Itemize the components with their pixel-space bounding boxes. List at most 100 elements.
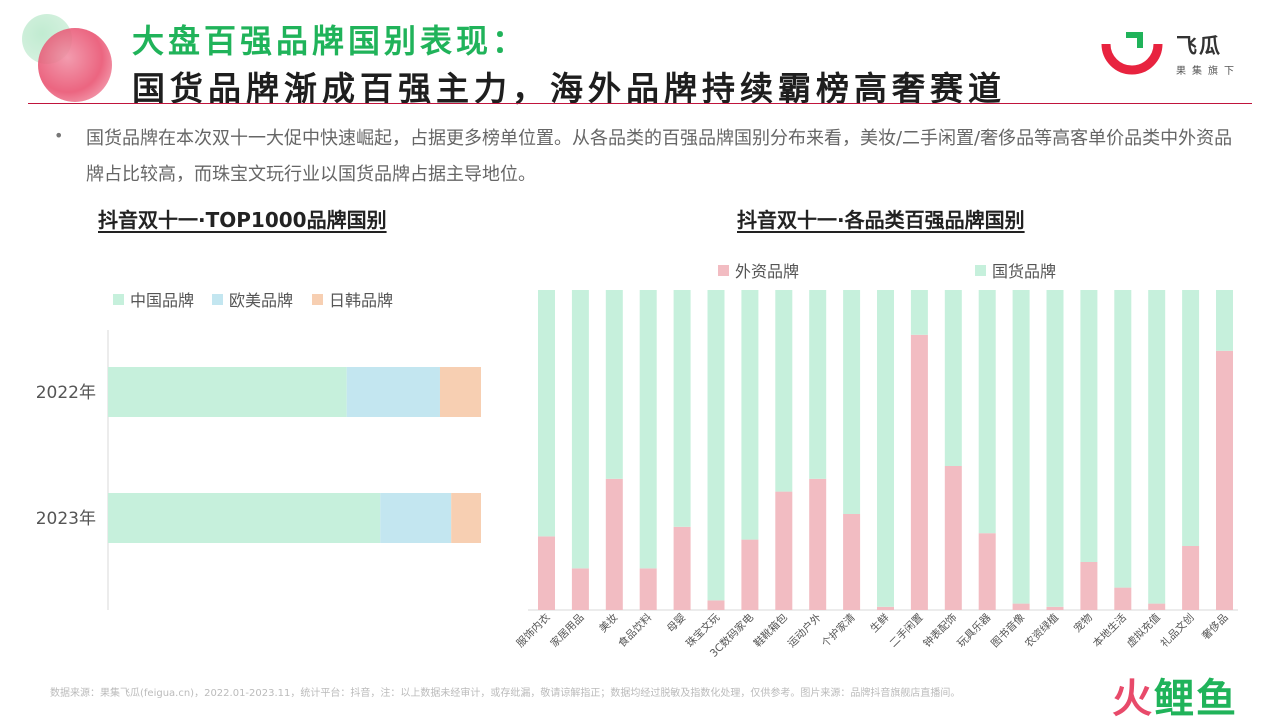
chart2-bar-segment: [1148, 290, 1166, 604]
chart2-bar-segment: [843, 290, 861, 514]
chart2-bar-segment: [1046, 606, 1064, 610]
chart2-bar-segment: [843, 514, 861, 610]
legend-western: 欧美品牌: [212, 287, 293, 311]
chart2-category-label: 母婴: [665, 612, 688, 635]
chart2-bar-segment: [605, 478, 623, 610]
chart1-bar-segment: [108, 367, 347, 417]
chart2-category-label: 农资绿植: [1022, 611, 1061, 650]
chart2-bar-segment: [1182, 546, 1200, 610]
chart2-bar-segment: [978, 290, 996, 534]
chart2-category-label: 虚拟充值: [1124, 611, 1163, 650]
chart2-bar-segment: [1216, 350, 1233, 610]
chart2-bar-segment: [978, 533, 996, 610]
header-divider: [28, 103, 1252, 104]
legend-label-china: 中国品牌: [130, 291, 195, 310]
chart2-bar-segment: [910, 290, 928, 335]
chart2-category-label: 美妆: [596, 611, 620, 635]
chart2-bar-segment: [605, 290, 623, 479]
chart1-bar-segment: [380, 493, 452, 543]
chart2-bar-segment: [775, 290, 793, 492]
chart2-category-label: 二手闲置: [887, 611, 926, 650]
chart2-bar-segment: [775, 491, 793, 610]
chart2-bar-segment: [809, 290, 827, 479]
chart1-svg: 2022年 2023年: [36, 330, 481, 610]
decor-circle-pink: [38, 28, 112, 102]
legend-swatch-foreign: [718, 264, 729, 276]
footer-source: 数据来源：果集飞瓜(feigua.cn)，2022.01-2023.11，统计平…: [50, 688, 961, 699]
legend-swatch-jpkr: [312, 293, 323, 305]
chart2-category-label: 本地生活: [1090, 611, 1129, 650]
legend-label-jpkr: 日韩品牌: [329, 291, 394, 310]
legend-swatch-china: [113, 293, 124, 305]
chart2-bar-segment: [639, 568, 657, 610]
chart2-category-label: 食品饮料: [615, 611, 654, 650]
legend-label-foreign: 外资品牌: [735, 262, 800, 281]
chart1-category-label: 2022年: [36, 383, 96, 403]
chart2-bar-segment: [571, 568, 589, 610]
chart2-bar-segment: [741, 290, 759, 540]
legend-swatch-domestic: [975, 264, 986, 276]
chart2-category-label: 个护家清: [819, 611, 858, 650]
page-title-line1: 大盘百强品牌国别表现：: [132, 22, 529, 60]
legend-domestic: 国货品牌: [975, 258, 1056, 282]
chart2-bar-segment: [707, 600, 725, 610]
feigua-logo-icon: [1101, 32, 1163, 75]
chart2-bar-segment: [707, 290, 725, 601]
chart2-bar-segment: [1080, 562, 1098, 610]
legend-jpkr: 日韩品牌: [312, 287, 393, 311]
chart1-bar-segment: [346, 367, 440, 417]
chart1-bar-segment: [439, 367, 481, 417]
chart2-category-label: 图书音像: [988, 611, 1027, 650]
chart2-bar-segment: [1080, 290, 1098, 562]
chart2-category-label: 奢侈品: [1199, 611, 1230, 642]
chart2-bar-segment: [877, 606, 894, 610]
chart2-category-label: 运动户外: [785, 611, 824, 650]
legend-china: 中国品牌: [113, 287, 194, 311]
chart2-category-label: 鞋靴箱包: [751, 611, 790, 650]
chart2-bar-segment: [944, 466, 962, 610]
chart2-bar-segment: [1148, 603, 1166, 610]
chart2-bar-segment: [1216, 290, 1233, 351]
chart2-bar-segment: [1012, 290, 1030, 604]
chart1-title: 抖音双十一·TOP1000品牌国别: [98, 208, 387, 232]
chart2-bar-segment: [1114, 290, 1132, 588]
chart2-bar-segment: [741, 539, 759, 610]
chart2-category-label: 玩具乐器: [955, 611, 994, 650]
logo-name: 飞瓜: [1176, 34, 1222, 58]
watermark-part2: 鲤鱼: [1154, 676, 1238, 722]
chart2-bar-segment: [1012, 603, 1030, 610]
chart2-bar-segment: [877, 290, 894, 607]
chart1-bar-segment: [108, 493, 381, 543]
summary-text: 国货品牌在本次双十一大促中快速崛起，占据更多榜单位置。从各品类的百强品牌国别分布…: [86, 128, 1233, 185]
chart2-bar-segment: [910, 334, 928, 610]
legend-swatch-western: [212, 293, 223, 305]
chart2-bar-segment: [1046, 290, 1064, 607]
bullet-dot: •: [54, 126, 64, 145]
chart2-bar-segment: [673, 290, 691, 527]
chart2-category-label: 宠物: [1071, 611, 1095, 635]
chart1-bar-segment: [451, 493, 481, 543]
chart2-category-label: 服饰内衣: [514, 611, 553, 650]
chart1-category-label: 2023年: [36, 509, 96, 529]
chart2-category-label: 家居用品: [548, 611, 587, 650]
watermark-part1: 火: [1112, 676, 1154, 722]
chart2-category-label: 钟表配饰: [921, 611, 960, 650]
chart2-category-label: 生鲜: [868, 611, 892, 635]
chart2-bar-segment: [944, 290, 962, 466]
page-title-line2: 国货品牌渐成百强主力，海外品牌持续霸榜高奢赛道: [132, 69, 1006, 108]
chart2-bar-segment: [538, 536, 555, 610]
chart2-bar-segment: [1114, 587, 1132, 610]
chart2-bar-segment: [571, 290, 589, 569]
chart2-bar-segment: [809, 478, 827, 610]
legend-foreign: 外资品牌: [718, 258, 799, 282]
chart2-bar-segment: [1182, 290, 1200, 546]
chart2-bar-segment: [673, 526, 691, 610]
chart2-bar-segment: [538, 290, 555, 537]
legend-label-domestic: 国货品牌: [992, 262, 1057, 281]
chart2-category-label: 礼品文创: [1158, 611, 1197, 650]
legend-label-western: 欧美品牌: [229, 291, 294, 310]
logo-subtitle: 果集旗下: [1176, 66, 1240, 77]
chart2-title: 抖音双十一·各品类百强品牌国别: [737, 208, 1025, 232]
chart2-bar-segment: [639, 290, 657, 569]
